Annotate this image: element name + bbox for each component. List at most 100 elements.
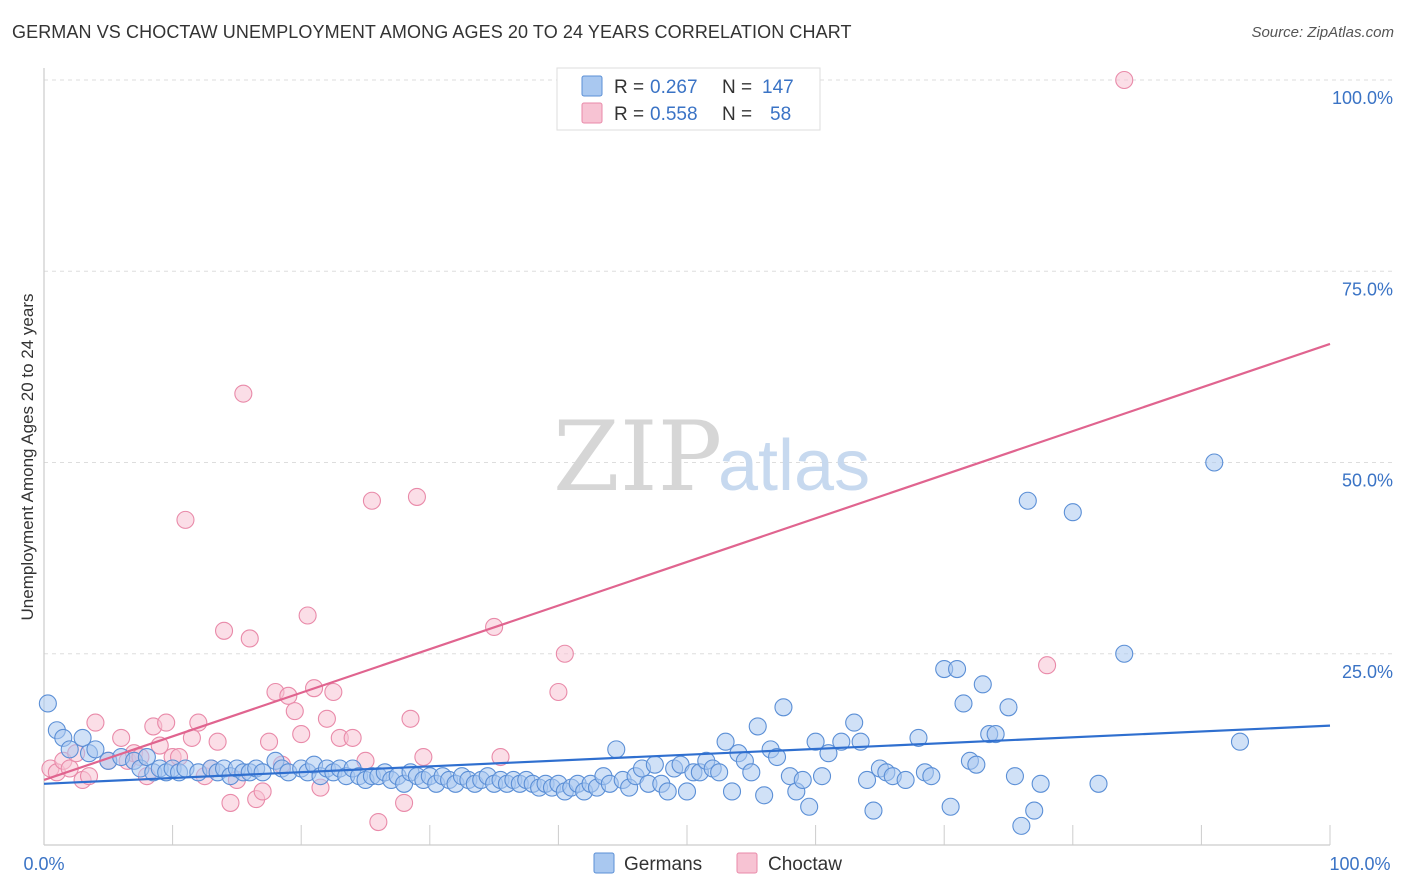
legend-german-r-value: 0.267 [650, 77, 698, 98]
chart-source: Source: ZipAtlas.com [1251, 24, 1394, 41]
legend-choctaw-swatch [581, 102, 603, 124]
choctaw-point [112, 728, 131, 747]
choctaw-point [208, 732, 227, 751]
choctaw-point [395, 793, 414, 812]
x-tick-label-min: 0.0% [23, 854, 64, 874]
german-point [857, 770, 877, 790]
choctaw-point [292, 725, 311, 744]
choctaw-trend-line [43, 342, 1331, 782]
legend-choctaw-r-value: 0.558 [650, 104, 698, 125]
german-point [755, 786, 774, 805]
choctaw-point [549, 682, 568, 702]
gridlines [44, 79, 1392, 655]
choctaw-point [401, 709, 420, 728]
choctaw-point [259, 732, 279, 751]
german-point [954, 694, 973, 713]
legend-box: R = 0.267 N = 147 R = 0.558 N = 58 [556, 67, 821, 131]
y-tick-label: 75.0% [1342, 279, 1393, 299]
german-point [941, 797, 960, 816]
german-point [986, 725, 1005, 744]
german-point [774, 698, 793, 717]
german-point [742, 763, 761, 782]
german-point [1089, 774, 1108, 793]
choctaw-point [362, 491, 381, 510]
german-point [1063, 503, 1082, 522]
bottom-legend-choctaw-swatch [736, 852, 758, 874]
choctaw-point [343, 728, 362, 747]
german-point [999, 698, 1018, 717]
x-tick-label-max: 100.0% [1329, 854, 1390, 874]
choctaw-point [298, 606, 317, 625]
german-point [86, 740, 105, 759]
choctaw-point [157, 713, 176, 732]
german-point [1115, 644, 1134, 663]
german-point [1205, 453, 1224, 472]
german-point [845, 713, 864, 732]
german-point [948, 659, 967, 679]
y-tick-label: 25.0% [1342, 662, 1393, 682]
choctaw-point [285, 702, 304, 721]
choctaw-point [79, 767, 99, 786]
legend-choctaw-n-label: N = [722, 104, 752, 125]
german-point [922, 767, 941, 786]
choctaw-point [279, 686, 298, 705]
choctaw-point [491, 747, 510, 767]
german-point [1230, 732, 1250, 751]
x-ticks [172, 825, 1331, 845]
german-point [806, 732, 825, 751]
bottom-legend-german-label: Germans [624, 854, 702, 875]
german-point [253, 763, 272, 782]
y-tick-labels: 25.0% 50.0% 75.0% 100.0% [1332, 88, 1393, 682]
choctaw-point [324, 682, 343, 702]
choctaw-point [86, 713, 105, 732]
german-point [1018, 491, 1037, 510]
y-tick-label: 100.0% [1332, 88, 1393, 108]
german-point [973, 675, 992, 694]
chart-title: GERMAN VS CHOCTAW UNEMPLOYMENT AMONG AGE… [12, 22, 852, 42]
german-point [793, 770, 812, 790]
german-point [1012, 816, 1031, 835]
choctaw-point [407, 487, 426, 506]
german-point [73, 728, 92, 747]
german-trend-line [43, 724, 1331, 785]
legend-german-r-label: R = [614, 77, 644, 98]
choctaw-point [1115, 70, 1134, 90]
choctaw-point [253, 782, 272, 801]
choctaw-point [1038, 656, 1057, 675]
choctaw-point [240, 629, 259, 648]
choctaw-point [555, 644, 574, 663]
german-point [710, 763, 729, 782]
choctaw-point [221, 793, 240, 812]
german-point [1025, 801, 1044, 820]
legend-choctaw-r-label: R = [614, 104, 644, 125]
german-point [1005, 767, 1024, 786]
legend-german-n-label: N = [722, 77, 752, 98]
choctaw-point [317, 709, 336, 728]
y-tick-label: 50.0% [1342, 471, 1393, 491]
bottom-legend: Germans Choctaw [593, 852, 842, 875]
german-point [864, 801, 883, 820]
y-axis-label: Unemployment Among Ages 20 to 24 years [18, 294, 37, 621]
legend-german-swatch [581, 75, 603, 97]
german-point [832, 732, 851, 751]
german-point [767, 747, 787, 767]
watermark-zip: ZIP [553, 401, 722, 513]
watermark-atlas: atlas [718, 426, 870, 506]
german-point [967, 755, 986, 774]
german-point [909, 728, 928, 747]
german-point [137, 747, 156, 767]
german-point [607, 740, 626, 759]
german-point [800, 797, 819, 816]
choctaw-point [176, 510, 195, 529]
german-point [716, 732, 735, 751]
trend-lines [43, 342, 1331, 785]
german-point [896, 770, 915, 790]
legend-german-n-value: 147 [762, 77, 794, 98]
legend-choctaw-n-value: 58 [770, 104, 791, 125]
german-point [60, 740, 79, 759]
choctaw-point [234, 384, 253, 403]
bottom-legend-choctaw-label: Choctaw [768, 854, 842, 875]
german-point [38, 694, 57, 713]
german-point [1031, 774, 1050, 793]
